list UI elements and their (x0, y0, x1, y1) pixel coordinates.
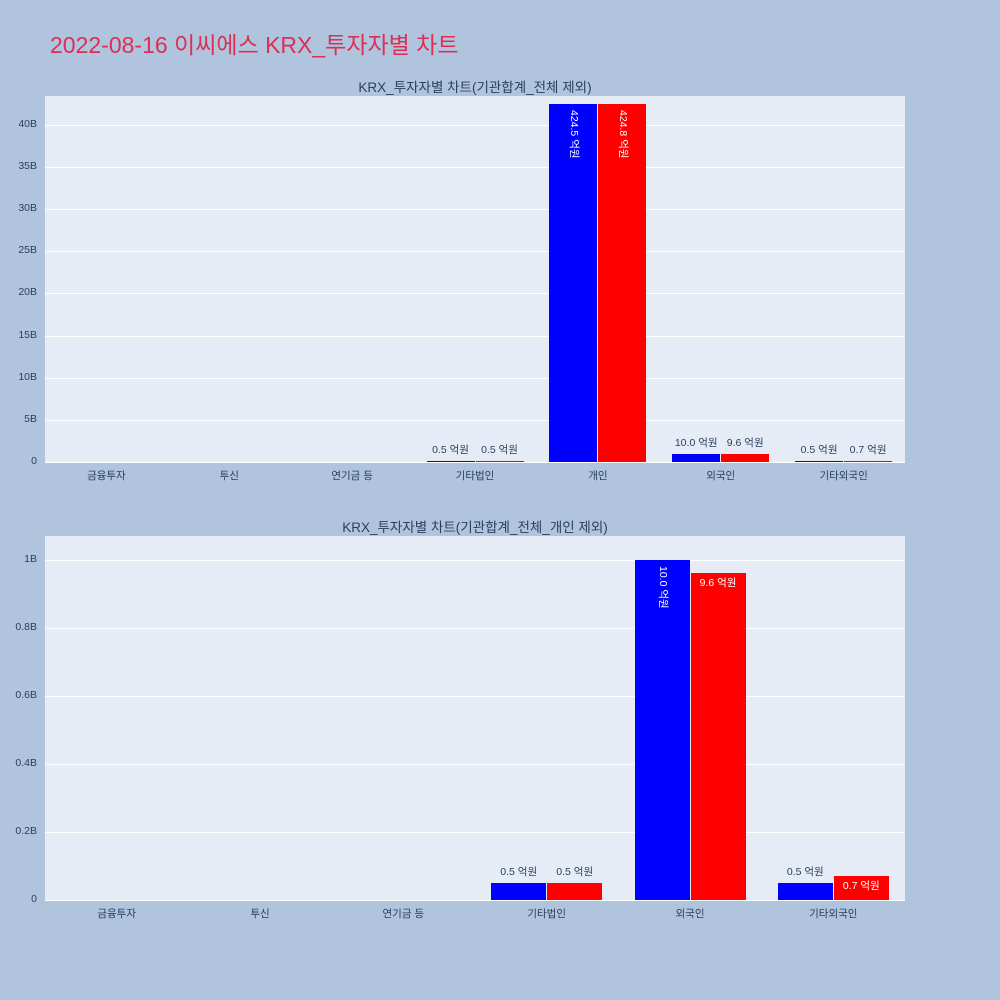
bar-value-label: 0.5 억원 (500, 866, 538, 878)
bar-value-label: 0.5 억원 (800, 444, 838, 456)
gridline (45, 293, 905, 295)
bar-blue (777, 883, 833, 900)
x-tick-label: 금융투자 (87, 470, 126, 482)
x-tick-label: 기타외국인 (809, 908, 858, 920)
y-tick-label: 0.8B (15, 620, 37, 633)
gridline (45, 335, 905, 337)
gridline (45, 124, 905, 126)
bar-value-label: 9.6 억원 (699, 577, 737, 590)
gridline (45, 900, 905, 901)
chart-top-plot-area (45, 96, 905, 463)
y-tick-label: 40B (18, 117, 37, 130)
x-tick-label: 개인 (588, 470, 608, 482)
y-tick-label: 5B (24, 412, 37, 425)
chart-bottom-title: KRX_투자자별 차트(기관합계_전체_개인 제외) (342, 520, 608, 535)
bar-red (547, 883, 603, 900)
bar-value-label: 0.7 억원 (849, 444, 887, 456)
gridline (45, 166, 905, 168)
x-tick-label: 투신 (219, 470, 239, 482)
bar-red (833, 876, 889, 900)
y-tick-label: 30B (18, 202, 37, 214)
x-tick-label: 기타법인 (455, 470, 495, 482)
bar-red (690, 573, 746, 900)
x-tick-label: 연기금 등 (331, 470, 373, 482)
bar-value-label: 0.7 억원 (842, 880, 880, 893)
gridline (45, 419, 905, 421)
bar-blue (634, 559, 690, 900)
y-tick-label: 15B (18, 328, 37, 341)
x-tick-label: 투신 (250, 908, 270, 920)
x-tick-label: 금융투자 (97, 908, 136, 920)
bar-blue (795, 461, 844, 462)
x-tick-label: 기타법인 (527, 908, 566, 920)
bar-blue (549, 104, 598, 462)
bar-value-label: 0.5 억원 (556, 866, 594, 878)
gridline (45, 627, 905, 629)
bar-red (721, 453, 770, 462)
bar-value-label: 10.0 억원 (674, 436, 718, 449)
y-tick-label: 10B (18, 370, 37, 383)
bar-red (475, 461, 524, 462)
bar-value-label: 0.5 억원 (481, 444, 518, 456)
y-tick-label: 0 (31, 455, 37, 467)
bar-blue (491, 883, 547, 900)
gridline (45, 377, 905, 379)
y-tick-label: 20B (18, 286, 37, 299)
gridline (45, 763, 905, 765)
gridline (45, 462, 905, 463)
chart-top-title: KRX_투자자별 차트(기관합계_전체 제외) (358, 80, 592, 95)
gridline (45, 251, 905, 253)
y-tick-label: 0.4B (15, 756, 37, 769)
x-tick-label: 외국인 (675, 908, 705, 920)
bar-red (844, 461, 893, 462)
bar-value-label: 10.0 억원 (656, 565, 669, 609)
gridline (45, 832, 905, 833)
y-tick-label: 0 (31, 893, 37, 905)
gridline (45, 695, 905, 697)
x-tick-label: 연기금 등 (382, 908, 425, 920)
page-title: 2022-08-16 이씨에스 KRX_투자자별 차트 (50, 32, 459, 58)
x-tick-label: 외국인 (706, 470, 736, 482)
y-tick-label: 1B (24, 552, 37, 565)
y-tick-label: 0.2B (15, 825, 37, 837)
gridline (45, 559, 905, 561)
gridline (45, 209, 905, 210)
chart-bottom-plot-area (45, 536, 905, 901)
bar-red (598, 103, 647, 462)
bar-value-label: 9.6 억원 (726, 436, 764, 449)
y-tick-label: 35B (18, 159, 37, 172)
y-tick-label: 0.6B (15, 688, 37, 701)
bar-value-label: 0.5 억원 (432, 444, 469, 456)
y-tick-label: 25B (18, 244, 37, 257)
bar-value-label: 0.5 억원 (786, 866, 824, 878)
bar-blue (672, 453, 721, 462)
bar-blue (426, 461, 475, 462)
x-tick-label: 기타외국인 (819, 470, 868, 482)
